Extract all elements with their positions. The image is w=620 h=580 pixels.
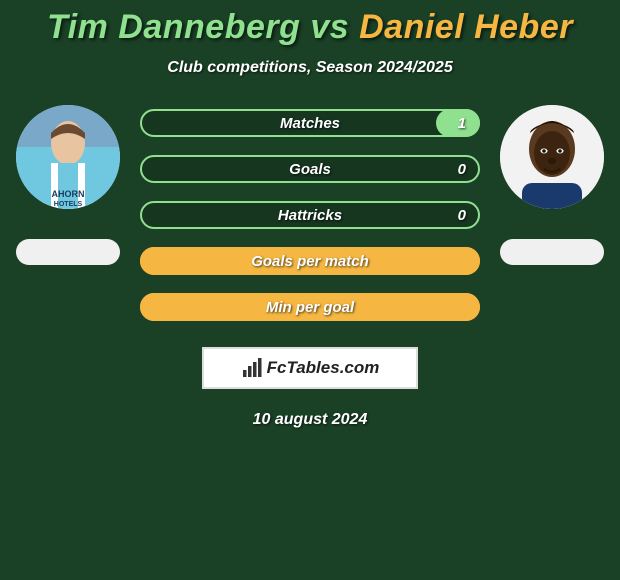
player-left-badge (16, 239, 120, 265)
player-right-badge (500, 239, 604, 265)
avatar-right-icon (500, 105, 604, 209)
svg-text:AHORN: AHORN (52, 189, 85, 199)
bar-matches: Matches 1 (140, 109, 480, 137)
bar-value: 0 (458, 201, 466, 229)
page-title: Tim Danneberg vs Daniel Heber (0, 8, 620, 47)
title-left-player: Tim Danneberg (47, 8, 300, 46)
chart-icon (241, 357, 263, 379)
content-row: AHORN HOTELS Matches 1 Goals 0 (0, 105, 620, 321)
bar-label: Matches (140, 109, 480, 137)
player-left-avatar: AHORN HOTELS (16, 105, 120, 209)
bar-label: Hattricks (140, 201, 480, 229)
title-right-player: Daniel Heber (359, 8, 573, 46)
brand-box[interactable]: FcTables.com (202, 347, 418, 389)
bar-goals: Goals 0 (140, 155, 480, 183)
avatar-left-icon: AHORN HOTELS (16, 105, 120, 209)
svg-text:HOTELS: HOTELS (54, 201, 83, 208)
player-right-avatar (500, 105, 604, 209)
comparison-card: Tim Danneberg vs Daniel Heber Club compe… (0, 0, 620, 429)
bar-value: 1 (458, 109, 466, 137)
subtitle: Club competitions, Season 2024/2025 (0, 59, 620, 77)
player-left-column: AHORN HOTELS (16, 105, 120, 265)
bar-label: Min per goal (140, 293, 480, 321)
bar-label: Goals (140, 155, 480, 183)
brand-text: FcTables.com (267, 358, 380, 378)
title-vs: vs (300, 8, 359, 46)
stat-bars: Matches 1 Goals 0 Hattricks 0 Goals per … (140, 105, 480, 321)
bar-hattricks: Hattricks 0 (140, 201, 480, 229)
bar-min-per-goal: Min per goal (140, 293, 480, 321)
bar-goals-per-match: Goals per match (140, 247, 480, 275)
player-right-column (500, 105, 604, 265)
bar-value: 0 (458, 155, 466, 183)
date-text: 10 august 2024 (0, 411, 620, 429)
bar-label: Goals per match (140, 247, 480, 275)
